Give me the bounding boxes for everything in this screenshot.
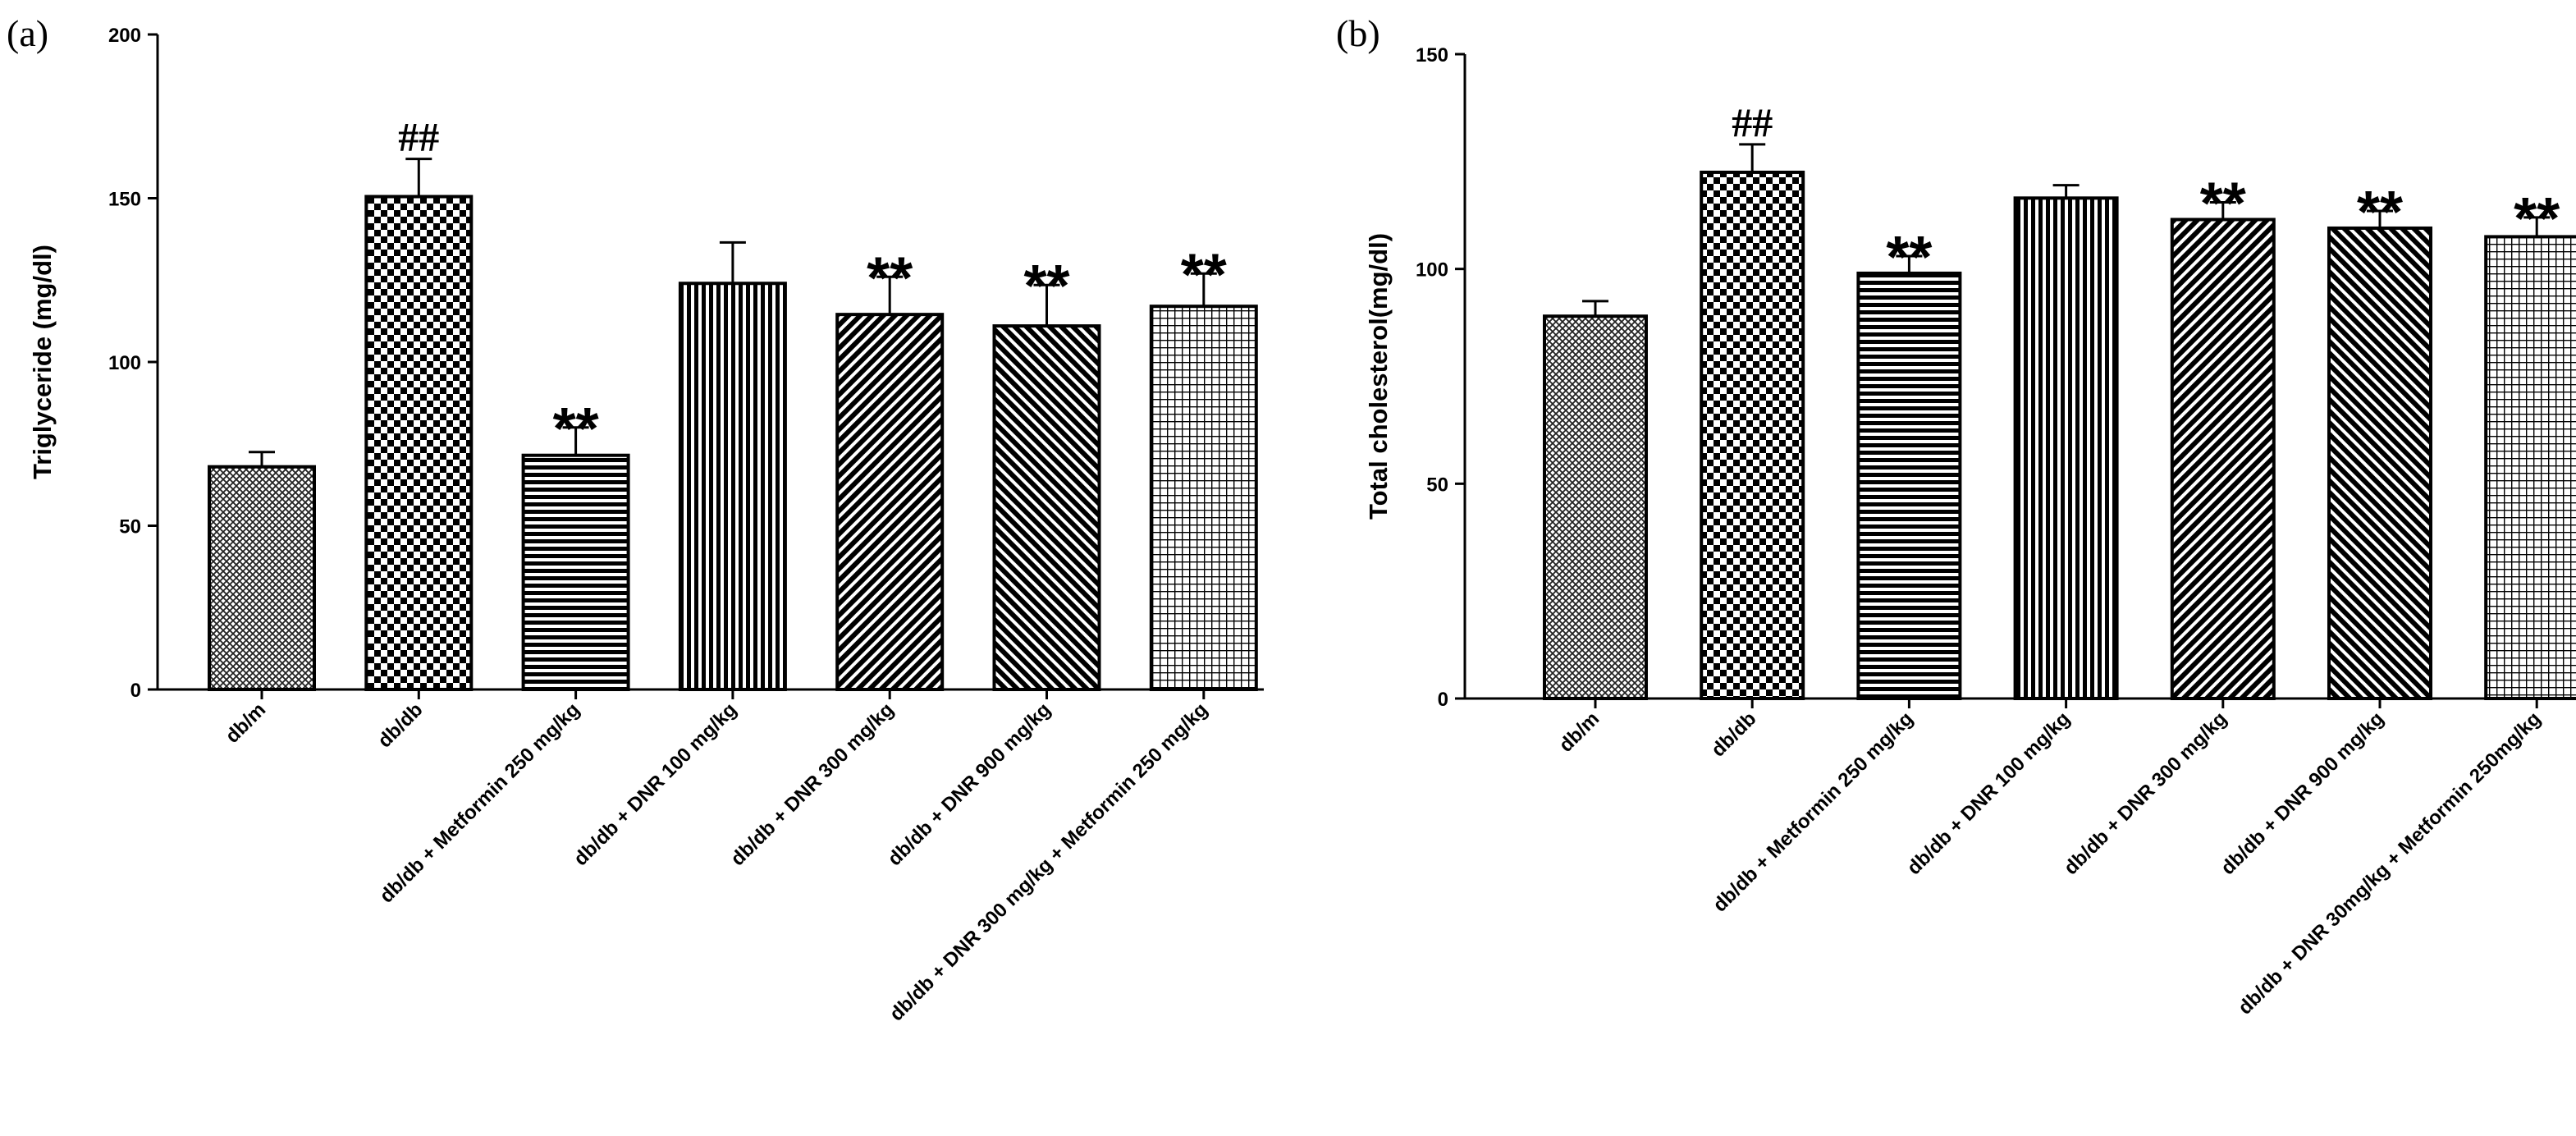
panel-label: (a) [7,12,48,54]
significance-marker: ## [1732,99,1773,145]
y-tick-label: 0 [1438,689,1448,711]
x-category-label: db/db + DNR 100 mg/kg [1903,708,2075,879]
bar [678,282,787,691]
y-tick-label: 100 [108,352,141,374]
x-category-label: db/db + DNR 100 mg/kg [570,699,741,870]
bar [208,465,316,691]
significance-marker: ** [2200,172,2246,237]
bar [1543,314,1648,700]
bar [992,324,1101,691]
significance-marker: ** [2357,180,2403,245]
bar [1149,305,1258,691]
bar [835,313,945,691]
x-category-label: db/db + DNR 300 mg/kg [2060,708,2231,879]
bar [2170,218,2276,700]
x-category-label: db/db + DNR 30mg/kg + Metformin 250mg/kg [2234,708,2545,1019]
x-category-label: db/db + DNR 300 mg/kg [726,699,898,870]
x-category-label: db/db [373,699,427,752]
significance-marker: ## [398,114,439,160]
y-tick-label: 150 [108,189,141,211]
bar [364,195,474,691]
significance-marker: ** [553,396,599,462]
panel-b-total-cholesterol-chart: (b) 0 50 100 150 Total cholesterol(mg/dl) db/m… [1336,12,2576,1019]
y-tick-label: 0 [130,680,141,702]
panel-a-triglyceride-chart: (a) 0 50 100 150 200 Triglyceride (mg/dl) db/m d… [7,12,1264,1025]
bar [521,453,630,692]
significance-marker: ** [2514,186,2560,252]
y-tick-label: 200 [108,25,141,47]
bar [1856,271,1962,700]
panel-label: (b) [1336,12,1380,54]
significance-marker: ** [1886,225,1932,291]
y-tick-label: 150 [1416,44,1448,66]
significance-marker: ** [1181,242,1227,308]
y-axis-title: Total cholesterol(mg/dl) [1364,233,1393,520]
x-category-label: db/m [1555,708,1604,757]
bar [2484,235,2576,700]
y-tick-label: 50 [1426,474,1448,496]
x-category-label: db/db + DNR 300 mg/kg + Metformin 250 mg… [885,699,1212,1025]
y-tick-label: 100 [1416,259,1448,282]
y-tick-label: 50 [119,516,141,538]
x-category-label: db/m [222,699,271,748]
bar [2013,196,2119,701]
significance-marker: ** [1023,254,1069,319]
x-category-label: db/db + DNR 900 mg/kg [2217,708,2388,879]
x-category-label: db/db + DNR 900 mg/kg [884,699,1055,870]
x-category-label: db/db [1707,708,1760,761]
y-axis-title: Triglyceride (mg/dl) [28,245,57,479]
bar [2327,226,2432,700]
bar [1700,170,1805,700]
significance-marker: ** [867,245,913,311]
